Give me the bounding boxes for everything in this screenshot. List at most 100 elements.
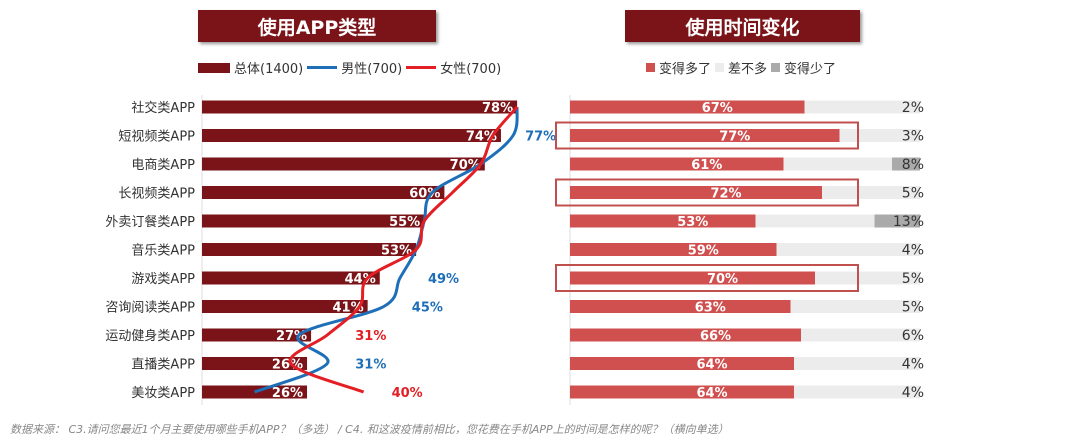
same-bar: [794, 357, 906, 370]
highlight-box: [555, 121, 859, 150]
category-label: 运动健身类APP: [105, 328, 195, 344]
less-value-label: 4%: [902, 357, 924, 373]
less-bar: [909, 129, 920, 142]
male-value-label: 77%: [525, 130, 556, 145]
same-bar: [776, 243, 906, 256]
more-value-label: 72%: [710, 187, 741, 202]
less-bar: [906, 385, 920, 399]
overall-value-label: 26%: [272, 386, 303, 401]
more-bar: [570, 243, 777, 256]
less-bar: [902, 186, 920, 199]
category-label: 咨询阅读类APP: [105, 301, 195, 316]
category-label: 外卖订餐类APP: [105, 214, 195, 230]
more-bar: [570, 100, 805, 114]
male-value-label: 45%: [412, 301, 443, 316]
female-value-label: 31%: [355, 329, 386, 344]
more-bar: [570, 385, 794, 399]
overall-bar: [202, 357, 308, 370]
less-value-label: 4%: [902, 243, 924, 259]
overall-bar: [202, 129, 501, 142]
more-bar: [570, 328, 801, 342]
category-label: 直播类APP: [131, 358, 195, 373]
legend-female: 女性(700): [440, 62, 502, 77]
more-value-label: 77%: [719, 130, 750, 145]
less-value-label: 5%: [902, 271, 924, 287]
overall-bar: [202, 186, 445, 199]
more-value-label: 59%: [688, 244, 719, 259]
less-bar: [892, 157, 920, 171]
less-value-label: 2%: [902, 100, 924, 116]
less-value-label: 3%: [902, 129, 924, 145]
highlight-box: [555, 264, 859, 292]
less-value-label: 6%: [902, 328, 924, 344]
legend-swatch-more: [646, 63, 655, 72]
legend-overall: 总体(1400): [234, 62, 304, 77]
legend-swatch-less: [771, 63, 781, 72]
legend-same: 差不多: [728, 62, 768, 77]
less-value-label: 8%: [902, 157, 924, 173]
less-bar: [899, 328, 920, 342]
legend-swatch-same: [715, 63, 725, 72]
footer-source: 数据来源： C3.请问您最近1个月主要使用哪些手机APP？（多选） / C4. …: [10, 423, 729, 436]
less-bar: [874, 214, 920, 228]
more-bar: [570, 300, 791, 313]
overall-bar: [202, 243, 417, 256]
more-bar: [570, 157, 784, 171]
legend-swatch-male: [307, 66, 338, 69]
overall-bar: [202, 271, 380, 285]
category-label: 音乐类APP: [131, 243, 195, 259]
overall-value-label: 78%: [482, 101, 513, 116]
male-value-label: 31%: [355, 358, 386, 373]
more-bar: [570, 271, 815, 285]
category-label: 美妆类APP: [131, 386, 195, 401]
more-bar: [570, 186, 822, 199]
less-bar: [913, 100, 920, 114]
same-bar: [801, 328, 899, 342]
less-value-label: 5%: [902, 186, 924, 202]
more-value-label: 53%: [677, 215, 708, 230]
highlight-box: [555, 178, 859, 207]
same-bar: [790, 300, 903, 313]
less-value-label: 5%: [902, 300, 924, 316]
more-value-label: 64%: [696, 386, 727, 401]
overall-value-label: 53%: [381, 244, 412, 259]
legend-swatch-overall: [198, 62, 230, 73]
more-bar: [570, 357, 794, 370]
same-bar: [822, 186, 903, 199]
less-bar: [906, 357, 920, 370]
same-bar: [794, 385, 906, 399]
more-value-label: 70%: [707, 272, 738, 287]
legend-more: 变得多了: [659, 62, 712, 77]
less-value-label: 13%: [893, 214, 924, 230]
less-bar: [902, 271, 920, 285]
category-label: 短视频类APP: [118, 130, 195, 145]
category-label: 电商类APP: [131, 158, 195, 173]
male-value-label: 49%: [428, 272, 459, 287]
overall-bar: [202, 328, 312, 342]
female-value-label: 40%: [392, 386, 423, 401]
less-bar: [902, 300, 920, 313]
female-line: [288, 106, 519, 394]
category-label: 长视频类APP: [118, 187, 195, 202]
legend-male: 男性(700): [341, 62, 403, 77]
less-bar: [906, 243, 920, 256]
category-label: 社交类APP: [131, 100, 195, 116]
legend-less: 变得少了: [784, 62, 837, 77]
same-bar: [755, 214, 875, 228]
same-bar: [783, 157, 892, 171]
left-legend: 总体(1400) 男性(700) 女性(700): [198, 58, 501, 77]
legend-swatch-female: [406, 66, 437, 69]
overall-bar: [202, 157, 485, 171]
more-bar: [570, 214, 756, 228]
overall-bar: [202, 100, 518, 114]
overall-value-label: 55%: [389, 215, 420, 230]
category-label: 游戏类APP: [131, 272, 195, 287]
same-bar: [839, 129, 910, 142]
more-value-label: 64%: [696, 358, 727, 373]
right-legend: 变得多了 差不多 变得少了: [646, 58, 836, 77]
overall-bar: [202, 214, 425, 228]
overall-bar: [202, 300, 368, 313]
more-value-label: 66%: [700, 329, 731, 344]
more-value-label: 63%: [695, 301, 726, 316]
